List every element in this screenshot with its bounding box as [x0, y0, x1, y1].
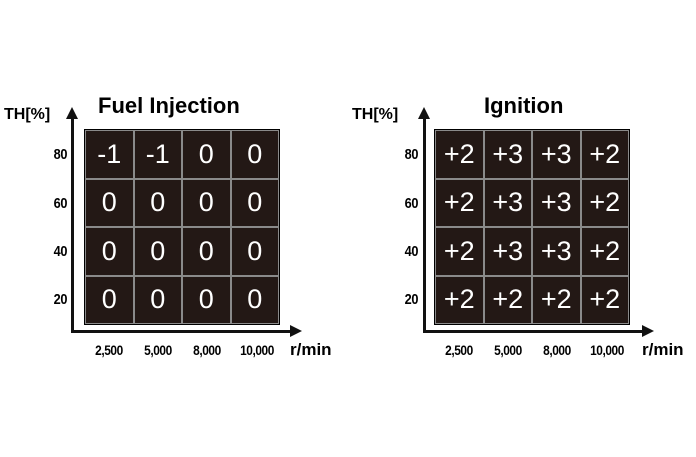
- x-axis-label: r/min: [290, 340, 332, 359]
- x-tick: 10,000: [590, 342, 624, 358]
- y-axis-arrow-icon: [418, 107, 430, 119]
- y-axis-arrow-icon: [66, 107, 78, 119]
- map-cell: 0: [182, 130, 231, 179]
- map-cell: 0: [85, 275, 134, 324]
- map-cell: +3: [532, 130, 581, 179]
- map-cell: +2: [435, 275, 484, 324]
- map-cell: 0: [85, 227, 134, 276]
- map-cell: 0: [230, 227, 279, 276]
- y-tick: 40: [53, 243, 68, 260]
- map-cell: +3: [483, 178, 532, 227]
- ignition-grid: +2 +3 +3 +2 +2 +3 +3 +2 +2 +3 +3 +2 +2 +…: [434, 129, 630, 325]
- map-cell: 0: [182, 275, 231, 324]
- map-cell: +3: [532, 227, 581, 276]
- x-tick: 8,000: [543, 342, 571, 358]
- x-axis-arrow-icon: [642, 325, 654, 337]
- x-tick: 10,000: [240, 342, 274, 358]
- map-title: Fuel Injection: [98, 93, 240, 118]
- map-cell: +2: [483, 275, 532, 324]
- map-cell: +2: [580, 275, 629, 324]
- map-cell: 0: [230, 178, 279, 227]
- x-axis-line: [71, 330, 293, 333]
- y-tick: 60: [53, 195, 68, 212]
- x-axis-line: [423, 330, 645, 333]
- map-cell: 0: [182, 178, 231, 227]
- y-tick: 60: [404, 195, 419, 212]
- x-axis-label: r/min: [642, 340, 684, 359]
- map-cell: +2: [580, 227, 629, 276]
- map-cell: +2: [435, 227, 484, 276]
- x-tick: 5,000: [494, 342, 522, 358]
- y-axis-label: TH[%]: [352, 106, 399, 123]
- map-cell: +2: [580, 178, 629, 227]
- map-cell: 0: [133, 227, 182, 276]
- fuel-injection-grid: -1 -1 0 0 0 0 0 0 0 0 0 0 0 0 0 0: [84, 129, 280, 325]
- map-cell: 0: [182, 227, 231, 276]
- map-cell: 0: [230, 130, 279, 179]
- map-cell: +3: [532, 178, 581, 227]
- y-axis-line: [423, 115, 426, 333]
- y-axis-line: [71, 115, 74, 333]
- x-tick: 2,500: [445, 342, 473, 358]
- map-title: Ignition: [484, 93, 564, 118]
- map-cell: +2: [532, 275, 581, 324]
- map-cell: +2: [435, 178, 484, 227]
- y-tick: 20: [53, 291, 68, 308]
- map-cell: +2: [580, 130, 629, 179]
- map-cell: 0: [133, 178, 182, 227]
- y-axis-label: TH[%]: [4, 106, 51, 123]
- map-cell: +2: [435, 130, 484, 179]
- ignition-panel: Ignition TH[%] 80 60 40 20 +2 +3 +3 +2 +…: [348, 0, 696, 457]
- map-cell: +3: [483, 130, 532, 179]
- y-tick: 40: [404, 243, 419, 260]
- map-cell: 0: [230, 275, 279, 324]
- map-cell: 0: [85, 178, 134, 227]
- y-tick: 80: [404, 146, 419, 163]
- fuel-injection-panel: Fuel Injection TH[%] 80 60 40 20 -1 -1 0…: [4, 93, 332, 359]
- y-tick: 20: [404, 291, 419, 308]
- x-axis-arrow-icon: [290, 325, 302, 337]
- map-cell: -1: [85, 130, 134, 179]
- map-cell: -1: [133, 130, 182, 179]
- y-tick: 80: [53, 146, 68, 163]
- x-tick: 2,500: [95, 342, 123, 358]
- x-tick: 8,000: [193, 342, 221, 358]
- map-cell: 0: [133, 275, 182, 324]
- x-tick: 5,000: [144, 342, 172, 358]
- map-cell: +3: [483, 227, 532, 276]
